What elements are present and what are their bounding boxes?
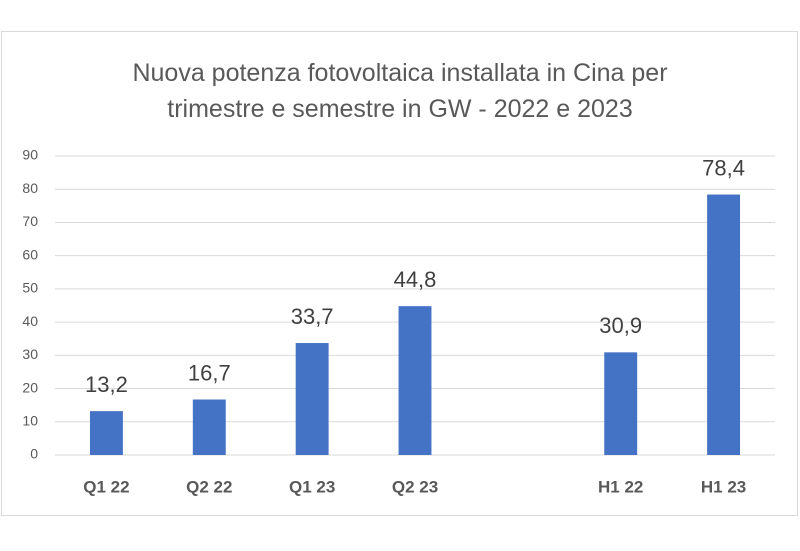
x-tick-label: Q1 23 [289,477,335,496]
bar [192,399,226,455]
data-label: 16,7 [188,360,231,385]
y-tick-label: 30 [22,346,38,362]
x-tick-label: Q2 23 [392,477,438,496]
bar [707,194,741,455]
x-tick-label: Q1 22 [83,477,129,496]
y-tick-label: 60 [22,246,38,262]
data-label: 30,9 [599,313,642,338]
bar [295,343,329,455]
data-label: 13,2 [85,372,128,397]
y-tick-label: 20 [22,379,38,395]
chart-title: Nuova potenza fotovoltaica installata in… [132,59,668,123]
x-tick-label: Q2 22 [186,477,232,496]
y-tick-label: 90 [22,147,38,163]
x-tick-label: H1 22 [598,477,643,496]
data-label: 78,4 [702,155,745,180]
data-label: 33,7 [291,304,334,329]
y-tick-label: 0 [30,446,38,462]
y-tick-label: 80 [22,180,38,196]
x-tick-label: H1 23 [701,477,746,496]
y-tick-label: 10 [22,412,38,428]
bar [604,352,638,455]
y-tick-label: 50 [22,280,38,296]
y-tick-label: 40 [22,313,38,329]
y-tick-label: 70 [22,213,38,229]
bar [398,306,432,455]
bar [89,411,123,455]
data-label: 44,8 [394,267,437,292]
